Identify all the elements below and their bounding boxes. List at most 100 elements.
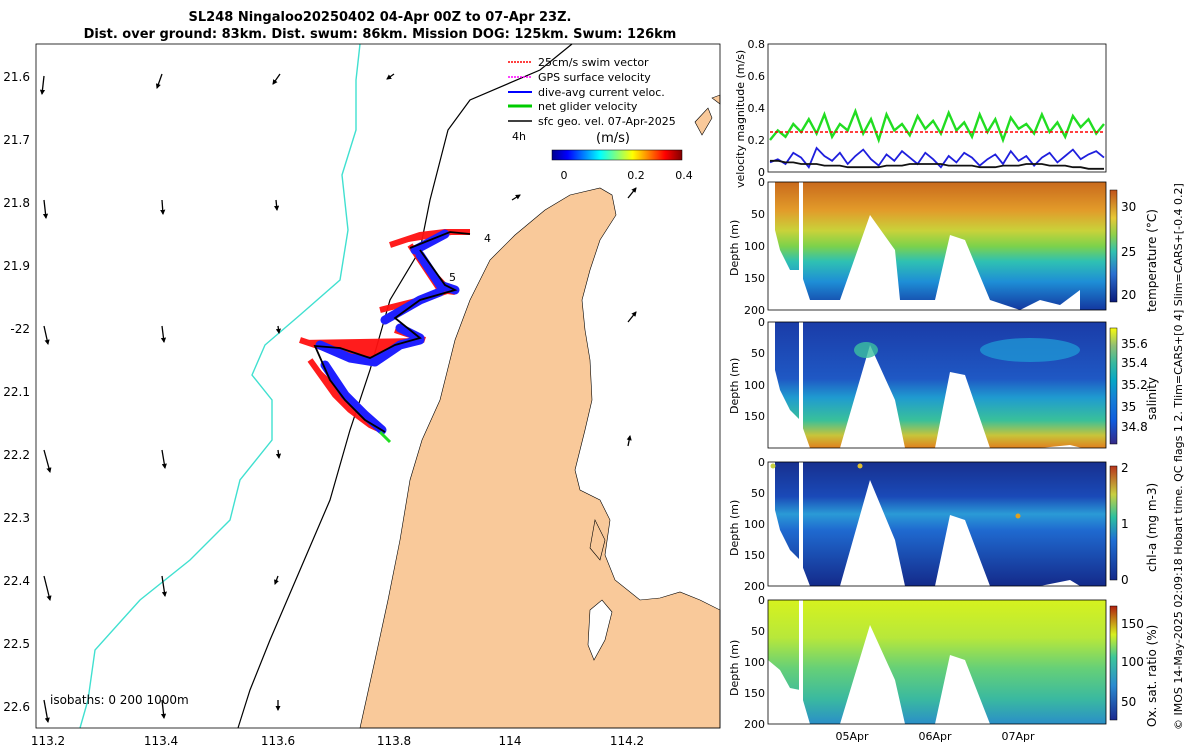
depth-tick: 50 — [751, 347, 765, 360]
depth-tick: 0 — [758, 176, 765, 189]
isobath-1000 — [237, 43, 573, 729]
legend-swim-vector: 25cm/s swim vector — [538, 56, 649, 69]
depth-tick: 50 — [751, 487, 765, 500]
vel-ytick: 0.4 — [748, 102, 766, 115]
colorbar-tick: 150 — [1121, 617, 1144, 631]
glider-track — [299, 229, 471, 444]
colorbar-tick: 100 — [1121, 655, 1144, 669]
depth-tick: 50 — [751, 208, 765, 221]
legend-net-velocity: net glider velocity — [538, 100, 638, 113]
map-ytick-label: 21.7 — [3, 133, 30, 147]
vel-ytick: 0.2 — [748, 134, 766, 147]
colorbar-tick: 0.2 — [627, 169, 645, 182]
isobath-200 — [79, 43, 361, 729]
waypoint-label-5: 5 — [449, 271, 456, 284]
map-xtick-label: 113.6 — [261, 734, 295, 748]
isobaths-label: isobaths: 0 200 1000m — [50, 693, 189, 707]
map-ytick-label: 22.4 — [3, 574, 30, 588]
temperature-cbar-label: temperature (°C) — [1145, 209, 1159, 312]
depth-tick: 100 — [744, 379, 765, 392]
salinity-cbar-label: salinity — [1145, 376, 1159, 420]
chl-ylabel: Depth (m) — [728, 499, 741, 556]
depth-tick: 200 — [744, 304, 765, 317]
chl-colorbar — [1109, 465, 1118, 581]
figure-title-line1: SL248 Ningaloo20250402 04-Apr 00Z to 07-… — [188, 10, 572, 25]
time-tick: 05Apr — [835, 730, 869, 743]
chl-panel — [767, 461, 1107, 587]
current-vector-field — [39, 73, 637, 724]
vel-ytick: 0.6 — [748, 70, 766, 83]
colorbar-tick: 35.6 — [1121, 337, 1148, 351]
vel-ytick: 0.8 — [748, 38, 766, 51]
map-ytick-label: 21.6 — [3, 70, 30, 84]
figure-title-line2: Dist. over ground: 83km. Dist. swum: 86k… — [83, 27, 677, 42]
colorbar-tick: 1 — [1121, 517, 1129, 531]
depth-ticks: 0 50 100 150 200 0 50 100 150 0 50 100 1… — [744, 176, 765, 731]
colorbar-tick: 35 — [1121, 400, 1136, 414]
temperature-colorbar — [1109, 189, 1118, 303]
map-ytick-label: -22 — [10, 322, 30, 336]
map-ytick-label: 22.3 — [3, 511, 30, 525]
velocity-panel: 0.8 0.6 0.4 0.2 0 — [748, 38, 1107, 179]
map-ytick-label: 22.6 — [3, 700, 30, 714]
colorbar-tick: 0 — [561, 169, 568, 182]
depth-tick: 200 — [744, 580, 765, 593]
depth-tick: 100 — [744, 656, 765, 669]
salinity-colorbar — [1109, 327, 1118, 445]
colorbar-tick: 25 — [1121, 245, 1136, 259]
velocity-ylabel: velocity magnitude (m/s) — [734, 49, 747, 188]
map-ytick-label: 21.9 — [3, 259, 30, 273]
depth-tick: 100 — [744, 518, 765, 531]
chl-cbar-label: chl-a (mg m-3) — [1145, 482, 1159, 572]
depth-tick: 150 — [744, 549, 765, 562]
depth-tick: 0 — [758, 594, 765, 607]
legend-dive-avg: dive-avg current veloc. — [538, 86, 665, 99]
map-x-axis: 113.2 113.4 113.6 113.8 114 114.2 — [31, 734, 644, 748]
time-axis: 05Apr 06Apr 07Apr — [835, 730, 1035, 743]
depth-tick: 50 — [751, 625, 765, 638]
map-y-axis: 21.6 21.7 21.8 21.9 -22 22.1 22.2 22.3 2… — [3, 70, 30, 714]
temperature-ylabel: Depth (m) — [728, 219, 741, 276]
time-tick: 07Apr — [1001, 730, 1035, 743]
colorbar-tick: 0.4 — [675, 169, 693, 182]
map-axes — [36, 43, 721, 729]
legend-4h: 4h — [512, 130, 526, 143]
vel-ytick: 0 — [758, 166, 765, 179]
map-ytick-label: 22.1 — [3, 385, 30, 399]
colorbar-tick: 50 — [1121, 695, 1136, 709]
map-ytick-label: 22.2 — [3, 448, 30, 462]
temperature-panel — [767, 181, 1107, 311]
salinity-panel — [767, 321, 1107, 449]
oxygen-cbar-label: Ox. sat. ratio (%) — [1145, 624, 1159, 727]
waypoint-label-4: 4 — [484, 232, 491, 245]
colorbar-tick: 20 — [1121, 288, 1136, 302]
colorbar-title: (m/s) — [596, 131, 630, 146]
time-tick: 06Apr — [918, 730, 952, 743]
oxygen-ylabel: Depth (m) — [728, 639, 741, 696]
oxygen-panel — [767, 599, 1107, 725]
depth-tick: 200 — [744, 718, 765, 731]
depth-tick: 150 — [744, 410, 765, 423]
colorbar-tick: 34.8 — [1121, 420, 1148, 434]
depth-tick: 100 — [744, 240, 765, 253]
map-xtick-label: 114.2 — [610, 734, 644, 748]
depth-tick: 150 — [744, 272, 765, 285]
colorbar-tick: 2 — [1121, 461, 1129, 475]
salinity-ylabel: Depth (m) — [728, 357, 741, 414]
credit-text: © IMOS 14-May-2025 02:09:18 Hobart time.… — [1172, 183, 1185, 730]
legend-sfc-geo: sfc geo. vel. 07-Apr-2025 — [538, 115, 676, 128]
land-mass — [359, 187, 721, 729]
depth-tick: 0 — [758, 316, 765, 329]
colorbar-tick: 0 — [1121, 573, 1129, 587]
depth-tick: 150 — [744, 687, 765, 700]
map-xtick-label: 114 — [499, 734, 522, 748]
colorbars: 30 25 20 35.6 35.4 35.2 35 34.8 2 1 0 15… — [1109, 189, 1148, 721]
velocity-series-sfc-geo-vel- — [770, 159, 1104, 170]
map-xtick-label: 113.8 — [377, 734, 411, 748]
colorbar-tick: 35.4 — [1121, 356, 1148, 370]
oxygen-colorbar — [1109, 605, 1118, 721]
map-legend: 25cm/s swim vector GPS surface velocity … — [508, 56, 693, 182]
colorbar-tick: 35.2 — [1121, 378, 1148, 392]
depth-tick: 0 — [758, 456, 765, 469]
